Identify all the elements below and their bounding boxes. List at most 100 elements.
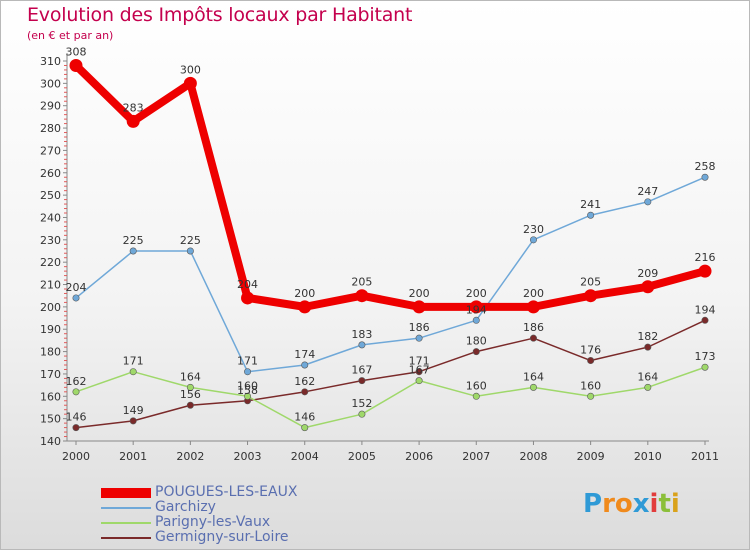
data-point: [129, 417, 137, 425]
data-label: 225: [123, 234, 144, 247]
data-point: [644, 198, 652, 206]
data-point: [584, 289, 598, 303]
x-tick-label: 2003: [234, 450, 262, 463]
data-point: [358, 341, 366, 349]
legend-swatch: [101, 536, 151, 539]
y-tick-label: 180: [40, 346, 61, 359]
data-point: [472, 392, 480, 400]
data-point: [529, 334, 537, 342]
legend-label: Parigny-les-Vaux: [155, 514, 271, 530]
data-point: [129, 247, 137, 255]
data-label: 146: [66, 411, 87, 424]
y-tick-label: 260: [40, 167, 61, 180]
data-label: 164: [523, 370, 544, 383]
data-label: 186: [409, 321, 430, 334]
data-label: 205: [580, 276, 601, 289]
data-point: [644, 343, 652, 351]
data-point: [698, 264, 712, 278]
y-tick-label: 240: [40, 211, 61, 224]
data-point: [72, 388, 80, 396]
data-label: 164: [180, 370, 201, 383]
x-tick-label: 2002: [176, 450, 204, 463]
x-tick-label: 2001: [119, 450, 147, 463]
data-point: [244, 368, 252, 376]
data-point: [701, 363, 709, 371]
data-label: 247: [637, 185, 658, 198]
legend-swatch: [101, 506, 151, 509]
data-label: 194: [466, 303, 487, 316]
data-point: [526, 300, 540, 314]
x-tick-label: 2011: [691, 450, 719, 463]
y-tick-label: 250: [40, 189, 61, 202]
data-label: 183: [351, 328, 372, 341]
data-label: 162: [294, 375, 315, 388]
data-label: 160: [580, 379, 601, 392]
data-point: [415, 377, 423, 385]
chart-title: Evolution des Impôts locaux par Habitant: [27, 4, 413, 26]
data-point: [301, 361, 309, 369]
logo-letter: r: [602, 489, 615, 519]
data-label: 164: [637, 370, 658, 383]
data-point: [641, 280, 655, 294]
data-point: [412, 300, 426, 314]
data-point: [587, 211, 595, 219]
y-tick-label: 190: [40, 323, 61, 336]
logo-letter: t: [658, 489, 671, 519]
data-label: 162: [66, 375, 87, 388]
y-tick-label: 170: [40, 368, 61, 381]
x-tick-label: 2005: [348, 450, 376, 463]
data-label: 171: [123, 355, 144, 368]
series-line: [72, 61, 709, 311]
data-label: 152: [351, 397, 372, 410]
data-label: 216: [695, 251, 716, 264]
data-point: [69, 58, 83, 72]
data-point: [358, 410, 366, 418]
y-tick-label: 220: [40, 256, 61, 269]
y-tick-label: 160: [40, 390, 61, 403]
data-label: 200: [523, 287, 544, 300]
data-label: 205: [351, 276, 372, 289]
data-point: [469, 300, 483, 314]
data-label: 200: [294, 287, 315, 300]
logo-letter: x: [632, 489, 650, 519]
data-label: 258: [695, 160, 716, 173]
data-label: 156: [180, 388, 201, 401]
data-label: 241: [580, 198, 601, 211]
logo-letter: i: [649, 489, 659, 519]
y-tick-label: 200: [40, 301, 61, 314]
x-tick-label: 2000: [62, 450, 90, 463]
data-point: [355, 289, 369, 303]
data-label: 204: [237, 278, 258, 291]
y-tick-label: 300: [40, 77, 61, 90]
y-tick-label: 290: [40, 100, 61, 113]
data-label: 204: [66, 281, 87, 294]
series-line: [75, 319, 706, 429]
data-point: [244, 392, 252, 400]
data-point: [183, 76, 197, 90]
x-tick-label: 2008: [519, 450, 547, 463]
data-label: 158: [237, 384, 258, 397]
data-point: [126, 114, 140, 128]
legend-swatch: [101, 487, 151, 498]
data-label: 200: [409, 287, 430, 300]
x-tick-label: 2010: [634, 450, 662, 463]
x-tick-label: 2004: [291, 450, 319, 463]
data-label: 194: [695, 303, 716, 316]
data-label: 160: [466, 379, 487, 392]
legend-label: Garchizy: [155, 499, 216, 515]
proxiti-logo: Proxiti: [583, 489, 680, 519]
series-line: [75, 176, 706, 373]
data-point: [587, 357, 595, 365]
data-label: 230: [523, 223, 544, 236]
legend-swatch: [101, 521, 151, 524]
data-point: [301, 424, 309, 432]
x-tick-label: 2009: [577, 450, 605, 463]
data-label: 171: [237, 355, 258, 368]
data-label: 146: [294, 411, 315, 424]
data-label: 225: [180, 234, 201, 247]
data-label: 186: [523, 321, 544, 334]
data-point: [472, 316, 480, 324]
y-tick-label: 310: [40, 55, 61, 68]
data-label: 300: [180, 63, 201, 76]
data-label: 167: [351, 364, 372, 377]
